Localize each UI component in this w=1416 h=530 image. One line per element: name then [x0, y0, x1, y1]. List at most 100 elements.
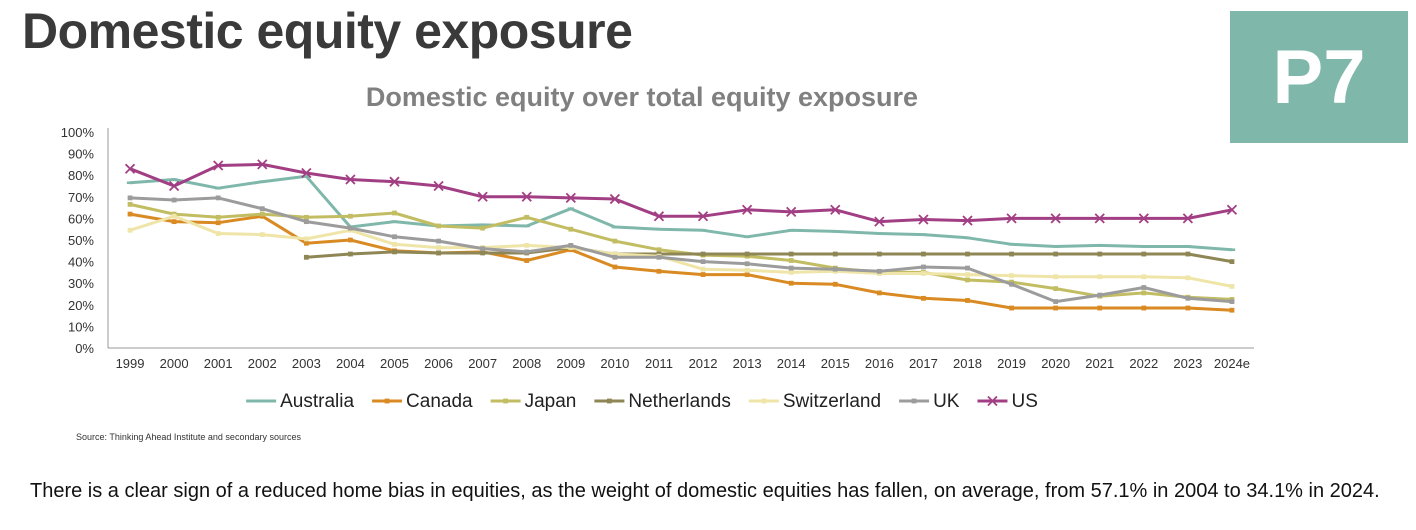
- page-title: Domestic equity exposure: [22, 3, 633, 59]
- data-point: [480, 246, 486, 252]
- data-point: [700, 259, 706, 264]
- data-point: [1185, 251, 1191, 257]
- data-point: [656, 268, 662, 274]
- y-tick-label: 20%: [68, 298, 94, 313]
- chart-title: Domestic equity over total equity exposu…: [366, 82, 918, 112]
- data-point: [962, 215, 973, 226]
- data-point: [127, 201, 133, 207]
- y-tick-label: 10%: [68, 319, 94, 334]
- data-point: [700, 251, 706, 257]
- data-point: [987, 395, 998, 407]
- x-tick-label: 2018: [953, 356, 982, 371]
- data-point: [171, 213, 177, 219]
- legend-label: Australia: [280, 391, 354, 412]
- data-point: [1052, 245, 1059, 248]
- page-badge: P7: [1230, 11, 1408, 143]
- data-point: [1141, 290, 1147, 296]
- data-point: [1140, 245, 1148, 248]
- data-point: [259, 180, 266, 183]
- data-point: [964, 236, 971, 240]
- x-tick-label: 2010: [600, 356, 629, 371]
- x-tick-label: 2013: [733, 356, 762, 371]
- x-tick-label: 2017: [909, 356, 938, 371]
- data-point: [1009, 273, 1014, 279]
- data-point: [1141, 274, 1147, 280]
- data-point: [1141, 251, 1147, 257]
- legend-item: UK: [899, 391, 960, 412]
- line-chart: Domestic equity over total equity exposu…: [61, 82, 1254, 412]
- data-point: [348, 213, 353, 219]
- data-point: [257, 399, 265, 403]
- series-line: [306, 246, 1233, 264]
- x-tick-label: 2007: [468, 356, 497, 371]
- data-point: [1185, 295, 1191, 301]
- series-uk: [127, 195, 1235, 304]
- x-tick-label: 1999: [116, 356, 145, 371]
- data-point: [911, 398, 917, 404]
- data-point: [921, 271, 926, 276]
- legend-item: Netherlands: [594, 391, 731, 412]
- data-point: [787, 228, 795, 232]
- data-point: [788, 251, 794, 257]
- data-point: [345, 174, 356, 185]
- data-point: [1097, 251, 1103, 257]
- data-point: [921, 295, 926, 301]
- data-point: [215, 231, 221, 236]
- y-tick-label: 70%: [68, 190, 94, 205]
- data-point: [436, 250, 441, 256]
- x-tick-label: 2009: [556, 356, 585, 371]
- x-tick-label: 2014: [777, 356, 806, 371]
- data-point: [348, 251, 353, 257]
- data-point: [1141, 305, 1147, 311]
- x-tick-label: 2000: [160, 356, 189, 371]
- data-point: [1138, 213, 1149, 224]
- data-point: [384, 398, 390, 404]
- legend-item: Canada: [372, 391, 473, 412]
- legend-label: Switzerland: [783, 391, 881, 412]
- y-tick-label: 100%: [61, 125, 95, 140]
- data-point: [568, 226, 574, 232]
- data-point: [303, 254, 309, 260]
- data-point: [1009, 281, 1014, 287]
- data-point: [348, 225, 353, 231]
- data-point: [503, 398, 509, 404]
- data-point: [171, 197, 177, 203]
- data-point: [524, 249, 530, 255]
- data-point: [1185, 305, 1191, 311]
- data-point: [788, 280, 794, 286]
- data-point: [170, 178, 178, 181]
- data-point: [832, 266, 838, 272]
- data-point: [1185, 275, 1191, 281]
- series-line: [129, 162, 1233, 224]
- caption-text: There is a clear sign of a reduced home …: [30, 480, 1380, 502]
- data-point: [257, 159, 268, 170]
- y-tick-label: 60%: [68, 211, 94, 226]
- data-point: [215, 220, 221, 226]
- x-tick-label: 2019: [997, 356, 1026, 371]
- data-point: [744, 251, 750, 257]
- data-point: [921, 251, 926, 257]
- series-line: [129, 174, 1233, 252]
- data-point: [480, 250, 486, 256]
- x-tick-label: 2022: [1129, 356, 1158, 371]
- data-point: [788, 258, 794, 263]
- x-tick-label: 2001: [204, 356, 233, 371]
- data-point: [788, 270, 794, 275]
- data-point: [1229, 284, 1235, 289]
- data-point: [124, 163, 136, 174]
- x-tick-label: 2021: [1085, 356, 1114, 371]
- data-point: [744, 272, 750, 277]
- x-tick-label: 2016: [865, 356, 894, 371]
- y-tick-label: 40%: [68, 255, 94, 270]
- data-point: [1006, 213, 1017, 224]
- legend-item: Switzerland: [748, 391, 881, 412]
- data-point: [392, 234, 397, 240]
- legend-item: Japan: [490, 391, 576, 412]
- data-point: [1053, 305, 1059, 311]
- data-point: [1229, 299, 1235, 304]
- data-point: [1141, 285, 1147, 290]
- data-point: [389, 176, 400, 187]
- data-point: [1097, 292, 1103, 298]
- x-tick-label: 2011: [645, 356, 673, 371]
- data-point: [1050, 213, 1061, 224]
